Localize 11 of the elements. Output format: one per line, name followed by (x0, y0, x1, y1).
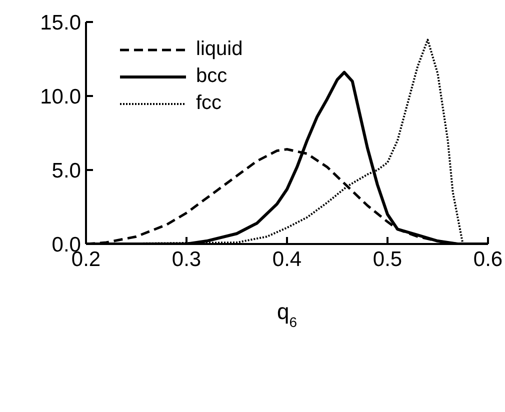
x-tick-label: 0.6 (473, 248, 503, 271)
x-tick-label: 0.4 (272, 248, 302, 271)
legend-label: bcc (196, 64, 228, 89)
y-tick-label: 15.0 (40, 11, 81, 34)
y-tick-label: 10.0 (40, 85, 81, 108)
y-tick-label: 5.0 (52, 159, 81, 182)
x-tick-label: 0.5 (372, 248, 402, 271)
legend-label: fcc (196, 91, 222, 116)
x-tick-label: 0.3 (172, 248, 202, 271)
legend-label: liquid (196, 37, 243, 62)
x-axis-title: q$_{6}$ (276, 299, 298, 330)
